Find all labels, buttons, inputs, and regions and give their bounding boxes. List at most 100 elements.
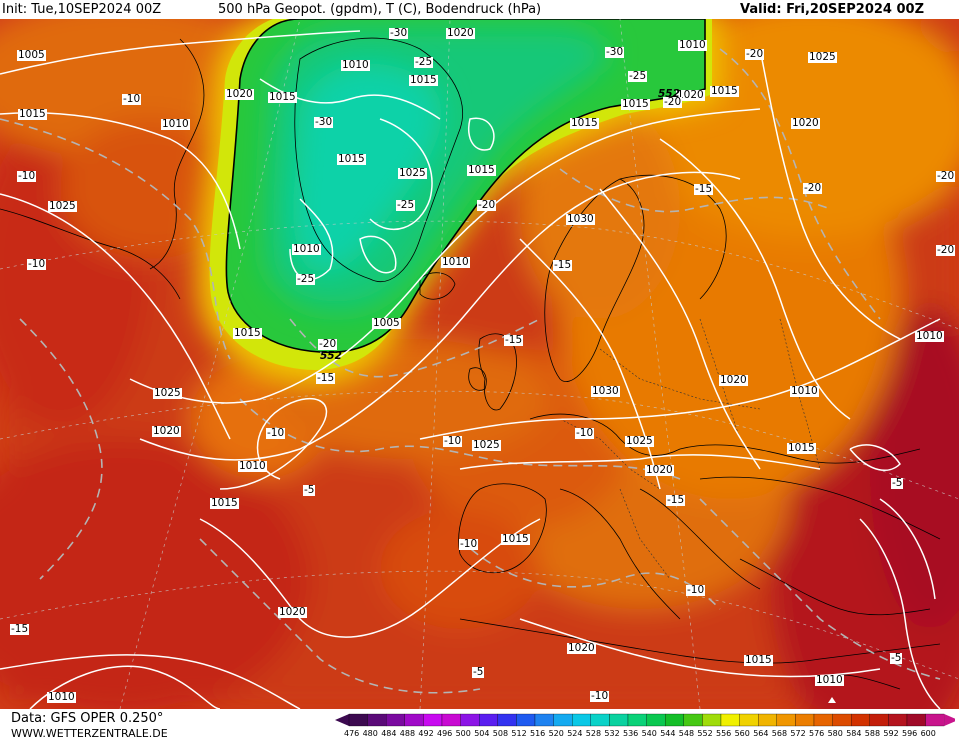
isobar-label: 1030 — [591, 385, 620, 397]
legend-tick-label: 592 — [883, 729, 899, 738]
isobar-label: 1020 — [567, 642, 596, 654]
isobar-label: 1020 — [152, 425, 181, 437]
isobar-label: 1020 — [225, 88, 254, 100]
legend-swatch — [572, 713, 591, 727]
legend-tick-label: 516 — [530, 729, 546, 738]
isotherm-label: -5 — [891, 477, 904, 489]
legend-swatch — [479, 713, 498, 727]
isotherm-label: -15 — [10, 623, 30, 635]
isobar-label: 1030 — [566, 213, 595, 225]
legend-swatch — [460, 713, 480, 727]
isobar-label: 1015 — [787, 442, 816, 454]
legend-tick-label: 600 — [920, 729, 936, 738]
isotherm-label: -5 — [472, 666, 485, 678]
legend-tick-label: 532 — [604, 729, 620, 738]
isotherm-label: -20 — [936, 170, 956, 182]
legend-swatch — [702, 713, 722, 727]
isotherm-label: -15 — [553, 259, 573, 271]
legend-tick-label: 536 — [623, 729, 639, 738]
isobar-label: 1015 — [744, 654, 773, 666]
legend-tick-label: 564 — [753, 729, 769, 738]
isobar-label: 1020 — [676, 89, 705, 101]
isobar-label: 1010 — [161, 118, 190, 130]
isobar-label: 1015 — [710, 85, 739, 97]
legend-tick-label: 556 — [716, 729, 732, 738]
legend-swatch — [832, 713, 852, 727]
isotherm-label: -30 — [389, 27, 409, 39]
legend-tick-label: 520 — [548, 729, 564, 738]
isobar-label: 1020 — [791, 117, 820, 129]
legend-swatch — [813, 713, 833, 727]
isotherm-label: -25 — [414, 56, 434, 68]
legend-swatch — [609, 713, 629, 727]
isotherm-label: -25 — [396, 199, 416, 211]
init-time: Init: Tue,10SEP2024 00Z — [2, 2, 162, 17]
isobar-label: 1015 — [621, 98, 650, 110]
legend-swatch — [925, 713, 945, 727]
isobar-label: 1015 — [501, 533, 530, 545]
legend-tick-label: 480 — [362, 729, 378, 738]
isotherm-label: -20 — [663, 96, 683, 108]
legend-swatch — [869, 713, 889, 727]
isobar-label: 1015 — [409, 74, 438, 86]
isotherm-label: -5 — [890, 652, 903, 664]
legend-tick-label: 584 — [846, 729, 862, 738]
isotherm-label: -25 — [296, 273, 316, 285]
legend-tick-label: 492 — [418, 729, 434, 738]
legend-swatch — [888, 713, 908, 727]
legend-tick-label: 528 — [585, 729, 602, 738]
isobar-label: 1020 — [446, 27, 475, 39]
isotherm-label: -10 — [575, 427, 595, 439]
legend-arrow-high — [944, 714, 955, 726]
isobar-label: 1025 — [625, 435, 654, 447]
isobar-label: 1005 — [372, 317, 401, 329]
legend-swatch — [553, 713, 573, 727]
isobar-label: 1010 — [341, 59, 370, 71]
isotherm-label: -10 — [459, 538, 479, 550]
legend-swatch — [386, 713, 405, 727]
legend-tick-label: 552 — [697, 729, 713, 738]
legend-swatch — [683, 713, 703, 727]
map-canvas — [0, 19, 959, 709]
legend-swatch — [516, 713, 536, 727]
isobar-label: 1015 — [233, 327, 262, 339]
isobar-label: 1025 — [808, 51, 837, 63]
legend-swatch — [720, 713, 740, 727]
legend-swatch — [441, 713, 461, 727]
isobar-label: 1025 — [398, 167, 427, 179]
legend-swatch — [423, 713, 443, 727]
isotherm-label: -20 — [318, 338, 338, 350]
isotherm-label: -10 — [122, 93, 142, 105]
legend-tick-label: 484 — [381, 729, 397, 738]
legend-swatch — [348, 713, 368, 727]
legend-swatch — [851, 713, 870, 727]
pressure-high-marker — [828, 697, 836, 703]
isobar-label: 1010 — [815, 674, 844, 686]
legend-tick-label: 568 — [771, 729, 788, 738]
geopotential-label: 552 — [658, 88, 680, 100]
legend-swatch — [776, 713, 796, 727]
isotherm-label: -10 — [17, 170, 37, 182]
isotherm-label: -25 — [628, 70, 648, 82]
legend-swatch — [906, 713, 926, 727]
legend-tick-label: 560 — [734, 729, 750, 738]
legend-swatch — [795, 713, 815, 727]
legend-swatch — [404, 713, 424, 727]
legend-tick-label: 496 — [437, 729, 453, 738]
legend-swatch — [758, 713, 777, 727]
isobar-label: 1010 — [292, 243, 321, 255]
legend-tick-label: 524 — [567, 729, 583, 738]
legend-swatch — [646, 713, 666, 727]
legend-tick-label: 504 — [474, 729, 490, 738]
isotherm-label: -10 — [266, 427, 286, 439]
isotherm-label: -15 — [504, 334, 524, 346]
isobar-label: 1015 — [210, 497, 239, 509]
isobar-label: 1015 — [18, 108, 47, 120]
legend-tick-label: 512 — [511, 729, 527, 738]
isotherm-label: -20 — [477, 199, 497, 211]
isotherm-label: -10 — [27, 258, 47, 270]
data-source: Data: GFS OPER 0.250° — [11, 711, 164, 726]
isobar-label: 1005 — [17, 49, 46, 61]
legend-tick-label: 544 — [660, 729, 676, 738]
legend-swatch — [497, 713, 517, 727]
